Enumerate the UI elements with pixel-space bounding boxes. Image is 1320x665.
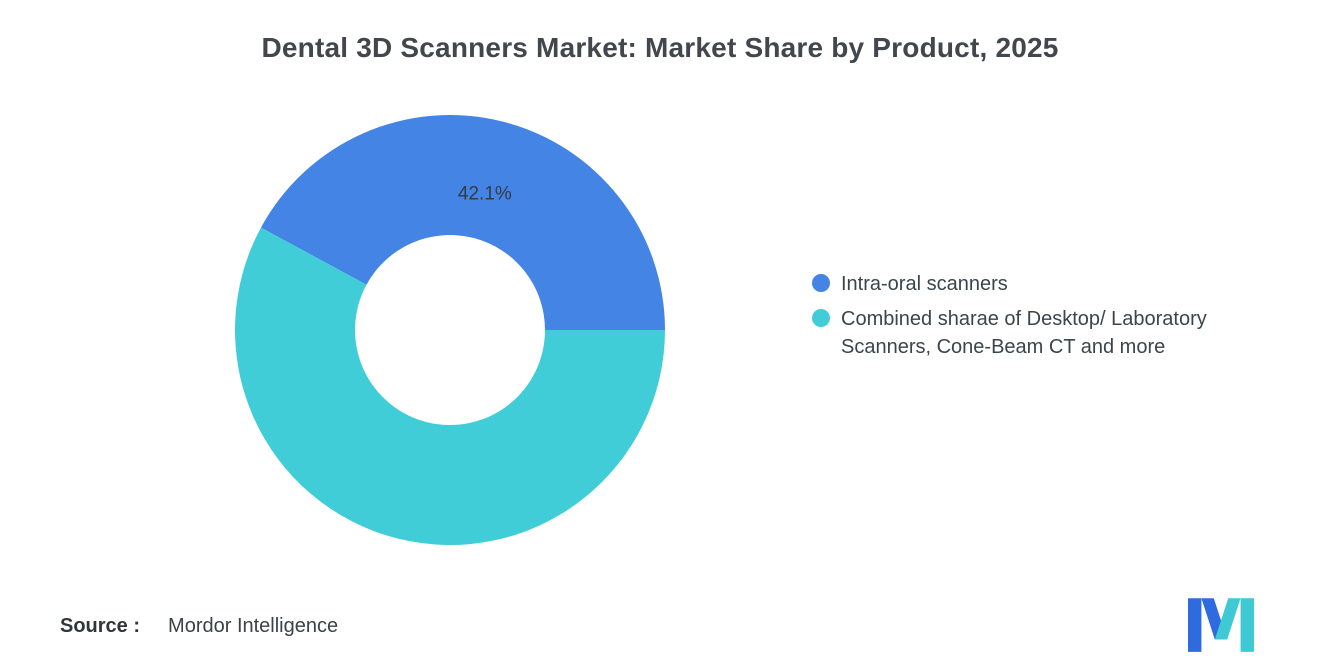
legend-dot [812, 309, 830, 327]
legend-label: Combined sharae of Desktop/ Laboratory S… [841, 308, 1207, 358]
source-row: Source : Mordor Intelligence [60, 615, 338, 638]
donut-slice-0 [260, 115, 665, 330]
legend-dot [812, 274, 830, 292]
donut-slice-1 [235, 227, 665, 545]
chart-title: Dental 3D Scanners Market: Market Share … [261, 32, 1059, 63]
mordor-intelligence-logo [1188, 596, 1254, 652]
legend-label: Intra-oral scanners [841, 273, 1008, 295]
logo-right-diagonal [1214, 598, 1241, 640]
logo-right-bar [1240, 598, 1254, 652]
donut-chart: 42.1% [235, 115, 665, 545]
slice-data-label: 42.1% [458, 183, 512, 204]
logo-left-bar [1188, 598, 1202, 652]
legend-item-combined: Combined sharae of Desktop/ Laboratory S… [812, 305, 1282, 361]
donut-chart-container: 42.1% [235, 115, 665, 545]
source-label: Source : [60, 615, 141, 637]
chart-legend: Intra-oral scanners Combined sharae of D… [812, 270, 1282, 361]
source-value: Mordor Intelligence [168, 615, 339, 637]
legend-item-intra-oral: Intra-oral scanners [812, 270, 1282, 298]
